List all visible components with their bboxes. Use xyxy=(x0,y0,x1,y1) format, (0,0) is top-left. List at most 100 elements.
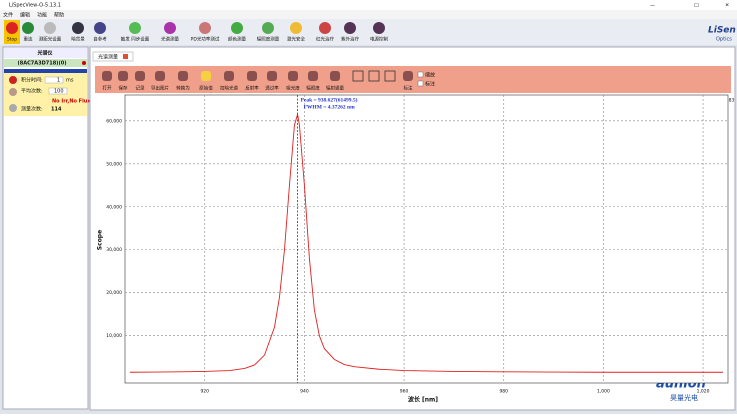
x-tick-label: 960 xyxy=(400,389,409,395)
chart-tool-label[interactable]: 转换为 xyxy=(176,85,190,92)
toolbar-label[interactable]: 测距光设置 xyxy=(39,36,62,43)
menu-item[interactable]: 帮助 xyxy=(54,12,64,19)
chart-tool-label[interactable]: 导出图片 xyxy=(151,85,169,92)
toolbar-icon[interactable] xyxy=(290,22,302,34)
x-tick-label: 1,020 xyxy=(697,389,710,395)
chart-tool-icon[interactable] xyxy=(155,71,165,81)
toolbar-icon[interactable] xyxy=(262,22,274,34)
y-tick-label: 50,000 xyxy=(106,161,122,167)
average-value: 100 xyxy=(54,89,64,95)
toolbar-label[interactable]: 触发 同步设置 xyxy=(121,36,150,43)
toolbar-label[interactable]: Stop xyxy=(7,37,17,43)
menu-item[interactable]: 文件 xyxy=(3,12,13,19)
maximize[interactable]: □ xyxy=(694,3,699,9)
checkbox[interactable] xyxy=(417,71,424,78)
count-value: 114 xyxy=(51,107,62,113)
plot-area xyxy=(124,94,729,384)
device-close[interactable] xyxy=(82,61,86,65)
chart-tool-label[interactable]: 原始值 xyxy=(199,85,213,92)
toolbar-label[interactable]: 激光安全 xyxy=(287,36,305,43)
toolbar-icon[interactable] xyxy=(44,22,56,34)
minimize[interactable]: — xyxy=(650,3,655,9)
peak-label: Peak = 938.627(61499.5) xyxy=(301,96,358,103)
chart-tool-label[interactable]: 吸光度 xyxy=(286,85,300,92)
chart-toolbar xyxy=(95,66,731,93)
x-tick-label: 980 xyxy=(499,389,508,395)
tab-label: 光谱测量 xyxy=(98,54,118,61)
checkbox-label[interactable]: 缩放 xyxy=(425,72,435,79)
menu-item[interactable]: 编辑 xyxy=(20,12,30,19)
chart-tool-label[interactable]: 反射率 xyxy=(245,85,259,92)
menu-item[interactable]: 功能 xyxy=(37,12,47,19)
chart-tool-icon[interactable] xyxy=(308,71,318,81)
toolbar-icon[interactable] xyxy=(373,22,385,34)
chart-tool-label[interactable]: 辐射通量 xyxy=(326,85,344,92)
chart-tool-icon[interactable] xyxy=(118,71,128,81)
chart-tool-label[interactable]: 透过率 xyxy=(265,85,279,92)
chart-tool-icon[interactable] xyxy=(384,70,396,82)
chart-tool-label[interactable]: 打开 xyxy=(103,85,112,92)
toolbar-icon[interactable] xyxy=(129,22,141,34)
y-tick-label: 40,000 xyxy=(106,204,122,210)
toolbar-label[interactable]: 光谱测量 xyxy=(161,36,179,43)
integration-input[interactable] xyxy=(44,76,64,84)
chart-tool-label[interactable]: 保存 xyxy=(119,85,128,92)
tab[interactable] xyxy=(92,51,134,62)
toolbar-icon[interactable] xyxy=(164,22,176,34)
chart-tool-label[interactable]: 标注 xyxy=(404,85,413,92)
toolbar-icon[interactable] xyxy=(199,22,211,34)
toolbar-label[interactable]: 电源控制 xyxy=(370,36,388,43)
average-input[interactable] xyxy=(48,87,68,95)
chart-tool-icon[interactable] xyxy=(330,71,340,81)
toolbar-icon[interactable] xyxy=(344,22,356,34)
integration-value: 1 xyxy=(57,78,60,84)
toolbar-icon[interactable] xyxy=(94,22,106,34)
checkbox-label[interactable]: 标注 xyxy=(425,81,435,88)
chart-tool-icon[interactable] xyxy=(352,70,364,82)
toolbar-icon[interactable] xyxy=(22,22,34,34)
y-tick-label: 60,000 xyxy=(106,118,122,124)
y-tick-label: 30,000 xyxy=(106,247,122,253)
y-tick-label: 10,000 xyxy=(106,333,122,339)
integration-icon xyxy=(9,76,17,84)
toolbar-label[interactable]: 紫外治疗 xyxy=(341,36,359,43)
logo: LiSen xyxy=(708,26,736,36)
integration-unit: ms xyxy=(66,78,74,84)
toolbar-label[interactable]: 暗背景 xyxy=(71,36,85,43)
chart-tool-icon[interactable] xyxy=(102,71,112,81)
toolbar-icon[interactable] xyxy=(72,22,84,34)
toolbar-icon[interactable] xyxy=(231,22,243,34)
checkbox[interactable] xyxy=(417,80,424,87)
device-panel-header xyxy=(4,48,87,58)
chart-tool-icon[interactable] xyxy=(247,71,257,81)
chart-tool-label[interactable]: 记录 xyxy=(136,85,145,92)
device-row[interactable] xyxy=(4,59,87,67)
menu-bar xyxy=(0,10,737,19)
status: No Irr,No Flux xyxy=(52,99,91,105)
toolbar-icon[interactable] xyxy=(6,22,18,34)
tab-close[interactable] xyxy=(123,54,128,59)
chart-tool-icon[interactable] xyxy=(267,71,277,81)
y-axis-label: Scope xyxy=(97,230,104,250)
chart-tool-icon[interactable] xyxy=(403,71,413,81)
chart-tool-label[interactable]: 辐照度 xyxy=(306,85,320,92)
chart-tool-icon[interactable] xyxy=(201,71,211,81)
chart-tool-icon[interactable] xyxy=(368,70,380,82)
chart-tool-icon[interactable] xyxy=(135,71,145,81)
toolbar-label[interactable]: 重连 xyxy=(24,36,33,43)
toolbar-label[interactable]: 红光治疗 xyxy=(316,36,334,43)
toolbar-icon[interactable] xyxy=(319,22,331,34)
chart-tool-icon[interactable] xyxy=(178,71,188,81)
chart-tool-icon[interactable] xyxy=(288,71,298,81)
toolbar-label[interactable]: 自参考 xyxy=(93,36,107,43)
x-tick-label: 1,000 xyxy=(597,389,610,395)
watermark-sub: 昊量光电 xyxy=(670,393,698,402)
toolbar-label[interactable]: 辐照度测量 xyxy=(257,36,280,43)
chart-tool-icon[interactable] xyxy=(224,71,234,81)
toolbar-label[interactable]: 颜色测量 xyxy=(228,36,246,43)
chart-tool-label[interactable]: 扣暗光谱 xyxy=(220,85,238,92)
toolbar-label[interactable]: PD光功率测试 xyxy=(191,36,220,43)
close[interactable]: ✕ xyxy=(725,3,729,9)
average-label: 平均次数: xyxy=(21,88,43,95)
